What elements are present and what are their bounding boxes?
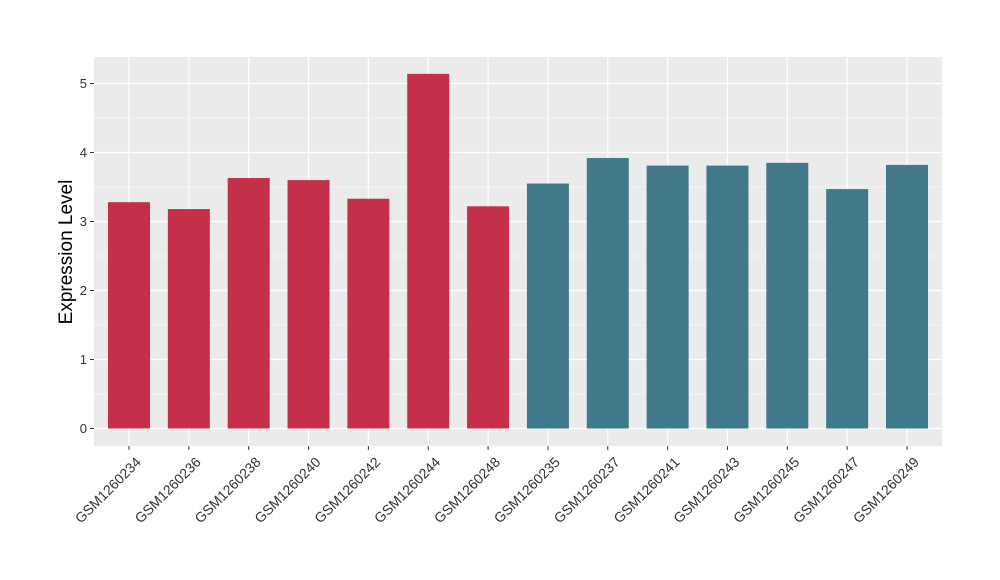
bar-gsm1260248 (467, 206, 510, 429)
bar-gsm1260235 (526, 183, 569, 429)
y-axis-title: Expression Level (56, 180, 77, 325)
bar-gsm1260240 (287, 180, 330, 429)
bar-gsm1260234 (108, 202, 150, 429)
bars (108, 73, 928, 429)
y-tick-label: 4 (80, 145, 87, 160)
bar-gsm1260238 (227, 178, 270, 429)
bar-gsm1260247 (826, 189, 869, 429)
y-tick-label: 5 (80, 76, 87, 91)
bar-gsm1260237 (586, 158, 629, 429)
bar-gsm1260243 (706, 165, 749, 429)
y-tick-label: 3 (80, 214, 87, 229)
plot-panel (94, 57, 942, 446)
y-tick-label: 1 (80, 352, 87, 367)
bar-gsm1260242 (347, 198, 390, 429)
bar-gsm1260236 (167, 209, 210, 429)
bar-gsm1260245 (766, 162, 809, 429)
x-axis: GSM1260234GSM1260236GSM1260238GSM1260240… (72, 446, 922, 526)
bar-gsm1260241 (646, 165, 689, 429)
y-axis: 0 1 2 3 4 5 (80, 76, 94, 436)
y-tick-label: 0 (80, 421, 87, 436)
bar-gsm1260249 (886, 164, 928, 429)
y-tick-label: 2 (80, 283, 87, 298)
bar-gsm1260244 (407, 73, 450, 429)
